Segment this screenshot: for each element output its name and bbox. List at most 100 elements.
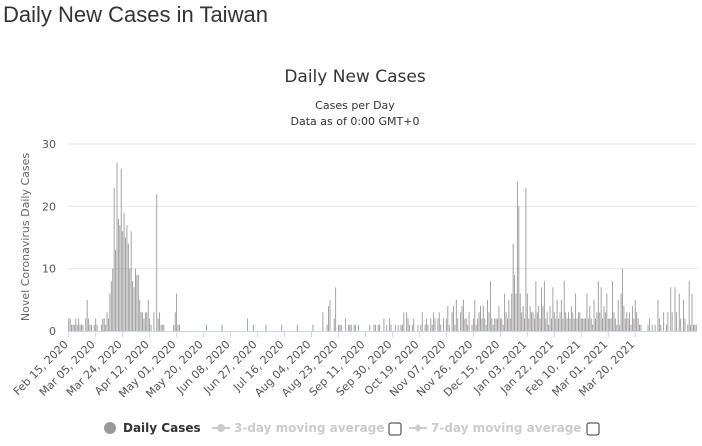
bar[interactable]: [140, 312, 142, 331]
bar[interactable]: [457, 318, 459, 331]
legend-3day-checkbox[interactable]: [388, 422, 402, 436]
bar[interactable]: [516, 181, 518, 331]
bar[interactable]: [88, 318, 90, 331]
bar[interactable]: [451, 312, 453, 331]
bar[interactable]: [667, 312, 669, 331]
bar[interactable]: [72, 324, 74, 331]
bar[interactable]: [468, 312, 470, 331]
bar[interactable]: [461, 306, 463, 331]
bar[interactable]: [147, 299, 149, 331]
bar[interactable]: [604, 312, 606, 331]
bar[interactable]: [654, 324, 656, 331]
bar[interactable]: [411, 324, 413, 331]
bar[interactable]: [609, 318, 611, 331]
bar[interactable]: [613, 312, 615, 331]
bar[interactable]: [347, 324, 349, 331]
bar[interactable]: [79, 324, 81, 331]
bar[interactable]: [648, 318, 650, 331]
bar[interactable]: [85, 318, 87, 331]
bar[interactable]: [73, 324, 75, 331]
bar[interactable]: [420, 324, 422, 331]
bar[interactable]: [89, 324, 91, 331]
bar[interactable]: [464, 318, 466, 331]
bar[interactable]: [369, 324, 371, 331]
bar[interactable]: [531, 312, 533, 331]
bar[interactable]: [76, 324, 78, 331]
bar[interactable]: [565, 312, 567, 331]
bar[interactable]: [637, 318, 639, 331]
bar[interactable]: [678, 293, 680, 331]
bar[interactable]: [440, 324, 442, 331]
bar[interactable]: [552, 287, 554, 331]
legend-daily-cases-label[interactable]: Daily Cases: [123, 421, 201, 435]
bar[interactable]: [115, 249, 117, 331]
bar[interactable]: [379, 324, 381, 331]
bar[interactable]: [125, 237, 126, 332]
bar[interactable]: [117, 218, 119, 331]
bar[interactable]: [93, 324, 95, 331]
bar[interactable]: [120, 168, 122, 331]
bar[interactable]: [424, 324, 426, 331]
bar[interactable]: [630, 324, 632, 331]
bar[interactable]: [691, 293, 693, 331]
bar[interactable]: [694, 324, 696, 331]
bar[interactable]: [558, 318, 560, 331]
bar[interactable]: [519, 293, 521, 331]
bar[interactable]: [590, 318, 592, 331]
bar[interactable]: [339, 324, 341, 331]
bar[interactable]: [545, 318, 547, 331]
bar[interactable]: [345, 318, 347, 331]
bar[interactable]: [639, 324, 640, 331]
bar[interactable]: [484, 318, 486, 331]
bar[interactable]: [417, 324, 419, 331]
bar[interactable]: [573, 318, 575, 331]
bar[interactable]: [453, 306, 454, 331]
bar[interactable]: [454, 324, 456, 331]
bar[interactable]: [394, 324, 396, 331]
bar[interactable]: [377, 324, 379, 331]
bar[interactable]: [173, 324, 175, 331]
bar[interactable]: [622, 268, 623, 331]
bar[interactable]: [693, 324, 694, 331]
bar[interactable]: [619, 324, 621, 331]
bar[interactable]: [127, 243, 129, 331]
bar[interactable]: [572, 312, 574, 331]
bar[interactable]: [585, 318, 586, 331]
bar[interactable]: [110, 281, 112, 331]
bar[interactable]: [536, 312, 538, 331]
bar[interactable]: [160, 324, 162, 331]
bar[interactable]: [179, 324, 180, 331]
bar[interactable]: [617, 299, 619, 331]
bar[interactable]: [683, 299, 684, 331]
bar[interactable]: [433, 312, 435, 331]
bar[interactable]: [86, 299, 88, 331]
bar[interactable]: [612, 281, 613, 331]
bar[interactable]: [480, 306, 481, 331]
bar[interactable]: [570, 306, 572, 331]
bar[interactable]: [695, 324, 697, 331]
bar[interactable]: [555, 318, 557, 331]
bar[interactable]: [328, 306, 329, 331]
bar[interactable]: [629, 312, 631, 331]
bar[interactable]: [105, 324, 107, 331]
bar[interactable]: [660, 324, 662, 331]
bar[interactable]: [329, 299, 331, 331]
bar[interactable]: [521, 312, 523, 331]
bar[interactable]: [481, 318, 483, 331]
bar[interactable]: [357, 324, 359, 331]
bar[interactable]: [624, 318, 626, 331]
bar[interactable]: [68, 318, 70, 331]
bar[interactable]: [374, 324, 376, 331]
bar[interactable]: [575, 293, 577, 331]
bar[interactable]: [487, 299, 489, 331]
bar[interactable]: [90, 324, 92, 331]
bar[interactable]: [579, 312, 581, 331]
bar[interactable]: [524, 318, 525, 331]
bar[interactable]: [126, 225, 128, 331]
bar[interactable]: [335, 287, 337, 331]
bar[interactable]: [504, 293, 506, 331]
bar[interactable]: [568, 312, 569, 331]
bar[interactable]: [498, 306, 500, 331]
bar[interactable]: [651, 324, 653, 331]
bar[interactable]: [631, 306, 633, 331]
